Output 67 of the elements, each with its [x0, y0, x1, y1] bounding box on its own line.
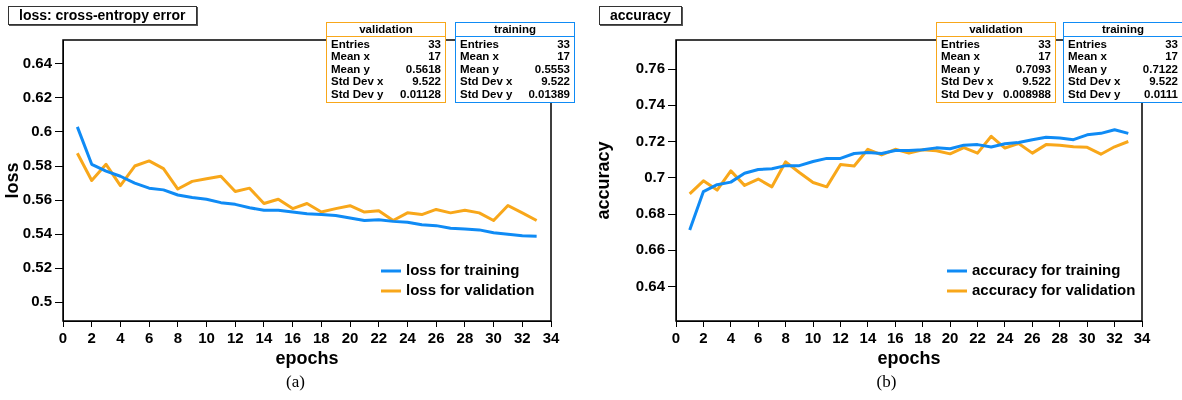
- legend-label: loss for training: [406, 261, 520, 279]
- text: (b): [875, 372, 898, 392]
- x-tick-label: 34: [542, 329, 560, 347]
- x-tick-label: 16: [886, 329, 904, 347]
- x-tick-label: 4: [726, 329, 736, 347]
- y-tick-label: 0.68: [635, 204, 665, 222]
- y-tick-label: 0.66: [635, 240, 665, 258]
- y-axis-title: loss: [1, 162, 22, 199]
- legend-label: accuracy for validation: [972, 281, 1136, 299]
- x-axis-title: epochs: [877, 348, 941, 369]
- x-tick-label: 30: [485, 329, 502, 347]
- x-tick-label: 10: [804, 329, 822, 347]
- x-tick-label: 34: [1133, 329, 1151, 347]
- x-tick-label: 22: [969, 329, 986, 347]
- y-tick-label: 0.64: [22, 53, 53, 71]
- x-tick-label: 20: [941, 329, 959, 347]
- y-tick-label: 0.72: [635, 131, 665, 149]
- text: validation Entries 33 Mean x 17 Mean y 0.7093 Std Dev x 9.522 Std Dev y 0.008988: [941, 23, 1051, 100]
- text: training Entries 33 Mean x 17 Mean y 0.7122 Std Dev x 9.522 Std Dev y 0.0111: [1068, 23, 1178, 100]
- x-tick-label: 32: [513, 329, 531, 347]
- x-tick-label: 24: [996, 329, 1014, 347]
- legend-label: accuracy for training: [972, 261, 1121, 279]
- x-tick-label: 4: [116, 329, 126, 347]
- x-tick-label: 28: [456, 329, 474, 347]
- y-tick-label: 0.62: [22, 88, 52, 106]
- x-tick-label: 6: [144, 329, 154, 347]
- text: validation Entries 33 Mean x 17 Mean y 0.5618 Std Dev x 9.522 Std Dev y 0.01128: [331, 23, 441, 100]
- x-tick-label: 0: [58, 329, 68, 347]
- y-tick-label: 0.58: [22, 156, 52, 174]
- x-tick-label: 14: [255, 329, 273, 347]
- y-tick-label: 0.5: [31, 292, 52, 310]
- y-tick-label: 0.74: [635, 95, 666, 113]
- x-tick-label: 22: [370, 329, 388, 347]
- x-tick-label: 24: [399, 329, 417, 347]
- x-tick-label: 2: [87, 329, 96, 347]
- y-tick-label: 0.7: [644, 167, 665, 185]
- x-tick-label: 26: [427, 329, 445, 347]
- x-tick-label: 12: [226, 329, 244, 347]
- y-tick-label: 0.56: [22, 190, 52, 208]
- y-tick-label: 0.76: [635, 59, 665, 77]
- x-tick-label: 2: [699, 329, 708, 347]
- y-tick-label: 0.64: [635, 276, 666, 294]
- y-tick-label: 0.6: [31, 122, 52, 140]
- x-tick-label: 18: [313, 329, 330, 347]
- chart-title: loss: cross-entropy error: [8, 6, 197, 25]
- x-tick-label: 0: [671, 329, 681, 347]
- x-tick-label: 10: [198, 329, 215, 347]
- y-tick-label: 0.52: [22, 258, 52, 276]
- x-tick-label: 8: [781, 329, 790, 347]
- x-tick-label: 6: [754, 329, 763, 347]
- x-tick-label: 8: [173, 329, 182, 347]
- x-tick-label: 28: [1051, 329, 1069, 347]
- chart-title: accuracy: [599, 6, 682, 25]
- x-axis-title: epochs: [275, 348, 339, 369]
- y-axis-title: accuracy: [592, 141, 613, 220]
- y-tick-label: 0.54: [22, 224, 53, 242]
- x-tick-label: 20: [341, 329, 359, 347]
- x-tick-label: 18: [914, 329, 932, 347]
- text: training Entries 33 Mean x 17 Mean y 0.5553 Std Dev x 9.522 Std Dev y 0.01389: [460, 23, 570, 100]
- x-tick-label: 14: [859, 329, 877, 347]
- x-tick-label: 16: [284, 329, 301, 347]
- x-tick-label: 32: [1106, 329, 1123, 347]
- x-tick-label: 30: [1078, 329, 1096, 347]
- legend-label: loss for validation: [406, 281, 535, 299]
- x-tick-label: 12: [832, 329, 849, 347]
- x-tick-label: 26: [1024, 329, 1041, 347]
- text: (a): [285, 372, 306, 392]
